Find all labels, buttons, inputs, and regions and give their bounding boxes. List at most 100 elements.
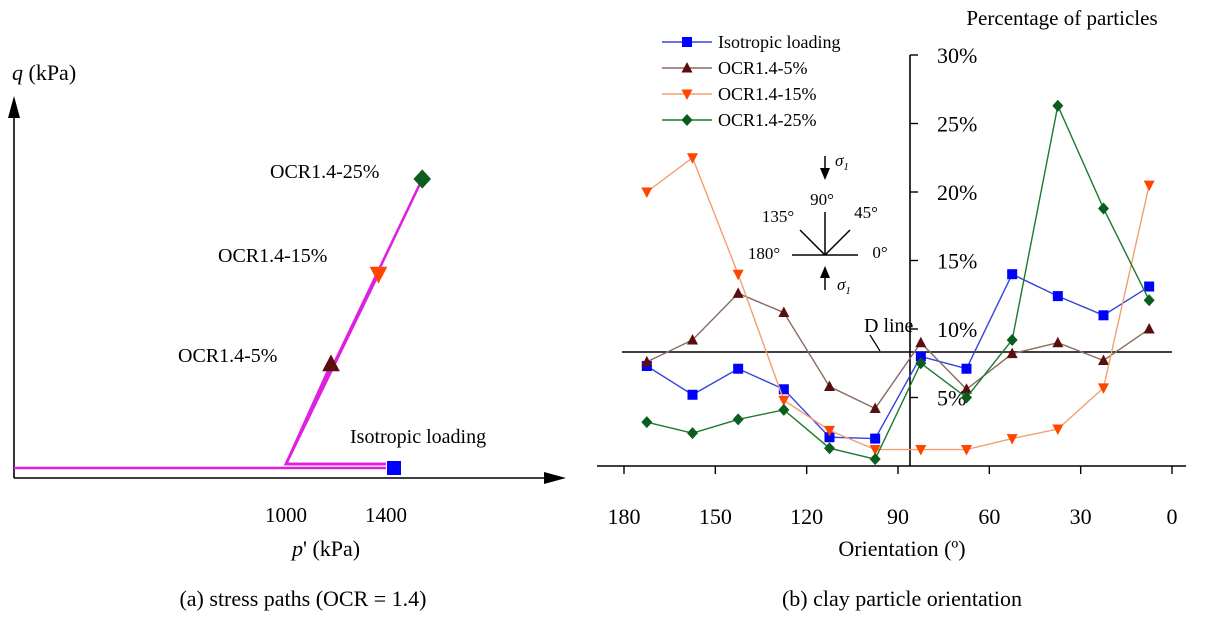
a-path-line [283, 178, 424, 466]
b-x-tick-label: 0 [1167, 504, 1178, 529]
panel-a-stress-paths: q (kPa) p' (kPa) 1000 1400 OCR1.4-25% OC… [8, 60, 566, 611]
data-point [1052, 424, 1064, 436]
data-point [687, 333, 698, 345]
data-point [641, 187, 653, 198]
a-path-marker [322, 354, 340, 372]
data-point [1006, 333, 1018, 346]
data-point [778, 306, 790, 318]
b-series-group [641, 99, 1155, 466]
b-x-tick-label: 180 [608, 504, 641, 529]
b-x-tick-label: 120 [790, 504, 823, 529]
b-y-tick-label: 15% [937, 249, 977, 274]
a-path-marker [369, 266, 388, 284]
series-line [646, 292, 1150, 410]
data-point [1143, 180, 1155, 192]
data-point [824, 380, 835, 392]
data-point [1098, 202, 1109, 215]
a-x-axis-arrow [544, 472, 566, 484]
a-label-ocr-5: OCR1.4-5% [178, 345, 277, 367]
a-x-tick-label: 1400 [365, 503, 407, 527]
legend-marker [681, 114, 693, 126]
series-isotropic-loading [641, 269, 1155, 444]
data-point [778, 384, 789, 395]
legend-label: OCR1.4-25% [718, 110, 817, 130]
series-line [646, 103, 1150, 460]
panel-b-orientation: 180 150 120 90 60 30 0 5% 10% 15% 20% 25% 30% D lin… [597, 6, 1186, 611]
a-label-isotropic: Isotropic loading [350, 426, 486, 448]
legend-label: OCR1.4-5% [718, 58, 808, 78]
data-point [915, 445, 927, 456]
b-y-tick-label: 30% [937, 43, 977, 68]
b-y-tick-label: 25% [937, 112, 977, 137]
data-point [1098, 354, 1109, 366]
data-point [824, 432, 835, 443]
data-point [961, 391, 972, 404]
data-point [1143, 294, 1155, 307]
legend-marker [682, 37, 692, 47]
a-x-tick-label: 1000 [265, 503, 307, 527]
b-x-tick-label: 60 [978, 504, 1000, 529]
d-line-pointer [869, 334, 881, 352]
data-point [641, 416, 653, 429]
data-point [1052, 336, 1064, 348]
data-point [915, 357, 927, 370]
data-point [869, 453, 881, 466]
legend-label: OCR1.4-15% [718, 84, 817, 104]
inset-angle-135: 135° [762, 207, 794, 226]
b-y-axis-title: Percentage of particles [966, 6, 1157, 30]
legend-marker [681, 89, 693, 100]
b-caption: (b) clay particle orientation [782, 586, 1022, 611]
legend-marker [681, 62, 693, 73]
d-line-label: D line [864, 315, 914, 337]
b-x-ticks: 180 150 120 90 60 30 0 [608, 466, 1178, 529]
series-line [646, 273, 1150, 440]
b-y-ticks: 5% 10% 15% 20% 25% 30% [910, 43, 977, 411]
inset-135-line [799, 229, 826, 256]
series-line [646, 156, 1150, 451]
data-point [824, 442, 835, 455]
b-y-tick-label: 10% [937, 317, 977, 342]
data-point [1143, 323, 1155, 334]
inset-sigma-top: σ1 [835, 151, 849, 173]
legend: Isotropic loading OCR1.4-5% OCR1.4-15% OCR1… [662, 32, 840, 130]
data-point [687, 153, 698, 164]
data-point [778, 395, 790, 407]
b-x-tick-label: 150 [699, 504, 732, 529]
a-path-line [283, 363, 386, 466]
inset-angle-45: 45° [854, 203, 878, 222]
a-path-marker [413, 169, 432, 189]
a-path-marker [387, 461, 401, 475]
legend-label: Isotropic loading [718, 32, 840, 52]
data-point [961, 445, 972, 456]
data-point [1144, 281, 1155, 292]
data-point [1007, 269, 1018, 280]
data-point [732, 269, 744, 281]
data-point [732, 287, 744, 298]
a-stress-path-markers [322, 169, 432, 475]
data-point [915, 336, 927, 348]
series-ocr1-4-5- [641, 287, 1155, 413]
inset-sigma-bottom: σ1 [837, 275, 851, 297]
inset-45-line [824, 229, 851, 256]
data-point [1052, 99, 1064, 112]
b-y-tick-label: 20% [937, 180, 977, 205]
data-point [1052, 291, 1063, 302]
inset-angle-0: 0° [872, 243, 887, 262]
data-point [1006, 434, 1018, 445]
data-point [687, 427, 698, 440]
series-ocr1-4-15- [641, 153, 1155, 456]
b-x-tick-label: 90 [887, 504, 909, 529]
a-x-axis-title: p' (kPa) [290, 536, 360, 561]
data-point [778, 403, 790, 416]
data-point [869, 445, 881, 456]
data-point [870, 433, 881, 444]
data-point [869, 402, 881, 413]
a-y-axis-title: q (kPa) [12, 60, 76, 85]
inset-sigma-bottom-arrowhead [820, 266, 830, 278]
a-label-ocr-15: OCR1.4-15% [218, 245, 327, 267]
data-point [915, 351, 926, 362]
a-y-axis-arrow [8, 96, 20, 118]
b-x-axis-title: Orientation (º) [838, 536, 965, 561]
data-point [1098, 310, 1109, 321]
